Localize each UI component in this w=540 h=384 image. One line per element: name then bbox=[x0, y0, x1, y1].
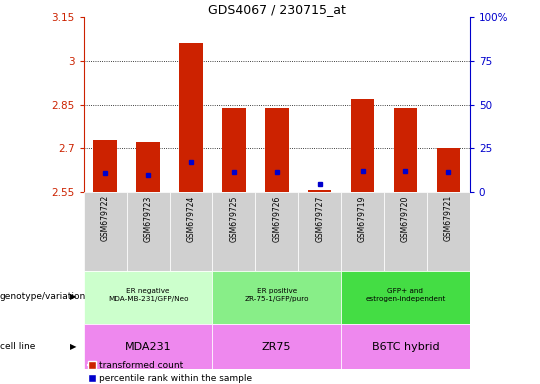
Text: GSM679723: GSM679723 bbox=[144, 195, 153, 242]
Bar bbox=[265, 108, 288, 192]
Bar bbox=[84, 271, 212, 324]
Bar bbox=[436, 148, 460, 192]
Bar bbox=[212, 271, 341, 324]
Text: MDA231: MDA231 bbox=[125, 341, 171, 352]
Bar bbox=[212, 324, 341, 369]
Bar bbox=[394, 108, 417, 192]
Text: GSM679720: GSM679720 bbox=[401, 195, 410, 242]
Text: GFP+ and
estrogen-independent: GFP+ and estrogen-independent bbox=[365, 288, 446, 302]
Text: genotype/variation: genotype/variation bbox=[0, 292, 86, 301]
Text: ER negative
MDA-MB-231/GFP/Neo: ER negative MDA-MB-231/GFP/Neo bbox=[108, 288, 188, 302]
Bar bbox=[341, 324, 470, 369]
Bar bbox=[427, 192, 470, 271]
Text: B6TC hybrid: B6TC hybrid bbox=[372, 341, 439, 352]
Bar bbox=[136, 142, 160, 192]
Text: GSM679721: GSM679721 bbox=[444, 195, 453, 242]
Bar bbox=[308, 190, 332, 192]
Text: GSM679726: GSM679726 bbox=[272, 195, 281, 242]
Text: ▶: ▶ bbox=[70, 292, 77, 301]
Bar bbox=[222, 108, 246, 192]
Bar bbox=[255, 192, 298, 271]
Bar bbox=[384, 192, 427, 271]
Bar bbox=[298, 192, 341, 271]
Text: GSM679725: GSM679725 bbox=[230, 195, 238, 242]
Bar bbox=[341, 192, 384, 271]
Text: ER positive
ZR-75-1/GFP/puro: ER positive ZR-75-1/GFP/puro bbox=[245, 288, 309, 302]
Bar bbox=[126, 192, 170, 271]
Bar bbox=[84, 192, 126, 271]
Text: ▶: ▶ bbox=[70, 342, 77, 351]
Bar bbox=[351, 99, 374, 192]
Text: GSM679722: GSM679722 bbox=[100, 195, 110, 242]
Text: GSM679724: GSM679724 bbox=[186, 195, 195, 242]
Bar bbox=[212, 192, 255, 271]
Title: GDS4067 / 230715_at: GDS4067 / 230715_at bbox=[208, 3, 346, 16]
Bar bbox=[179, 43, 202, 192]
Bar bbox=[93, 139, 117, 192]
Text: cell line: cell line bbox=[0, 342, 36, 351]
Bar bbox=[170, 192, 212, 271]
Text: GSM679719: GSM679719 bbox=[358, 195, 367, 242]
Bar bbox=[341, 271, 470, 324]
Text: GSM679727: GSM679727 bbox=[315, 195, 324, 242]
Text: ZR75: ZR75 bbox=[262, 341, 292, 352]
Bar bbox=[84, 324, 212, 369]
Legend: transformed count, percentile rank within the sample: transformed count, percentile rank withi… bbox=[88, 361, 252, 383]
